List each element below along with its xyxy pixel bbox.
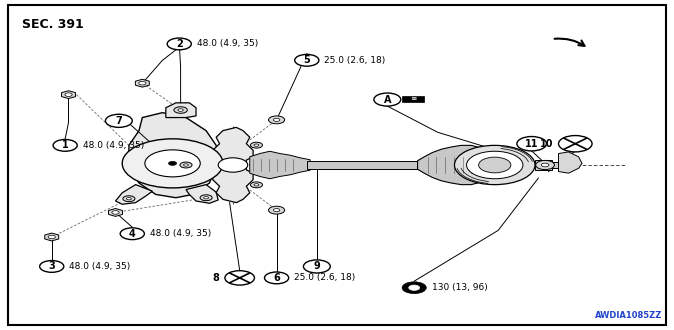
Circle shape — [174, 107, 187, 113]
Circle shape — [48, 235, 55, 239]
Polygon shape — [559, 152, 582, 173]
Polygon shape — [135, 79, 150, 87]
Circle shape — [274, 118, 280, 121]
Circle shape — [120, 228, 144, 240]
Circle shape — [180, 162, 192, 168]
Text: 6: 6 — [273, 273, 280, 283]
Circle shape — [303, 260, 330, 273]
Text: SEC. 391: SEC. 391 — [22, 18, 84, 31]
Polygon shape — [166, 103, 196, 117]
Polygon shape — [109, 209, 123, 216]
Bar — [535, 160, 552, 170]
Circle shape — [408, 285, 420, 290]
Circle shape — [254, 184, 259, 186]
Text: 7: 7 — [115, 116, 122, 126]
Circle shape — [145, 150, 200, 177]
Text: 48.0 (4.9, 35): 48.0 (4.9, 35) — [83, 141, 144, 150]
Circle shape — [139, 82, 146, 85]
Circle shape — [402, 282, 426, 294]
Polygon shape — [61, 91, 75, 99]
Bar — [552, 162, 565, 168]
Text: 48.0 (4.9, 35): 48.0 (4.9, 35) — [150, 229, 211, 238]
Polygon shape — [418, 146, 481, 184]
Text: 3: 3 — [49, 261, 55, 272]
Circle shape — [167, 38, 191, 50]
Circle shape — [295, 54, 319, 66]
Polygon shape — [186, 184, 218, 203]
Polygon shape — [115, 184, 152, 204]
Circle shape — [105, 114, 132, 127]
Circle shape — [127, 198, 131, 200]
Circle shape — [251, 182, 262, 188]
Text: 48.0 (4.9, 35): 48.0 (4.9, 35) — [197, 39, 258, 49]
Text: 25.0 (2.6, 18): 25.0 (2.6, 18) — [324, 56, 386, 65]
Circle shape — [454, 146, 535, 184]
Circle shape — [178, 109, 183, 111]
Polygon shape — [44, 233, 59, 241]
Text: A: A — [384, 95, 391, 105]
Bar — [307, 161, 418, 169]
Circle shape — [479, 157, 511, 173]
Circle shape — [559, 136, 592, 152]
Circle shape — [374, 93, 401, 106]
Circle shape — [200, 195, 212, 201]
Text: 130 (13, 96): 130 (13, 96) — [431, 283, 487, 292]
Text: 11: 11 — [525, 139, 539, 149]
Bar — [402, 96, 423, 102]
Circle shape — [254, 144, 259, 146]
Circle shape — [183, 164, 189, 166]
Circle shape — [122, 139, 223, 188]
Text: 4: 4 — [129, 229, 135, 239]
Circle shape — [466, 151, 523, 179]
Circle shape — [268, 206, 284, 214]
Polygon shape — [129, 113, 216, 198]
Text: AWDIA1085ZZ: AWDIA1085ZZ — [595, 312, 663, 320]
Circle shape — [274, 209, 280, 212]
Circle shape — [264, 272, 288, 284]
Text: 1: 1 — [62, 140, 69, 150]
Circle shape — [112, 211, 119, 214]
Text: ≡: ≡ — [410, 94, 416, 103]
Polygon shape — [250, 151, 310, 179]
Polygon shape — [213, 127, 253, 203]
Text: 10: 10 — [540, 139, 553, 149]
Circle shape — [268, 116, 284, 124]
Circle shape — [65, 93, 72, 96]
Circle shape — [53, 140, 78, 151]
Text: 8: 8 — [213, 273, 220, 283]
Circle shape — [536, 160, 555, 170]
Circle shape — [168, 161, 177, 165]
Circle shape — [204, 197, 208, 199]
Circle shape — [225, 271, 255, 285]
Text: 48.0 (4.9, 35): 48.0 (4.9, 35) — [69, 262, 131, 271]
Text: 25.0 (2.6, 18): 25.0 (2.6, 18) — [294, 273, 355, 282]
Text: 2: 2 — [176, 39, 183, 49]
Circle shape — [517, 137, 547, 151]
Text: 5: 5 — [303, 55, 310, 65]
Circle shape — [40, 261, 64, 272]
Circle shape — [123, 196, 135, 202]
Circle shape — [541, 163, 549, 167]
Circle shape — [251, 142, 262, 148]
Text: 9: 9 — [313, 261, 320, 272]
Circle shape — [218, 158, 248, 172]
